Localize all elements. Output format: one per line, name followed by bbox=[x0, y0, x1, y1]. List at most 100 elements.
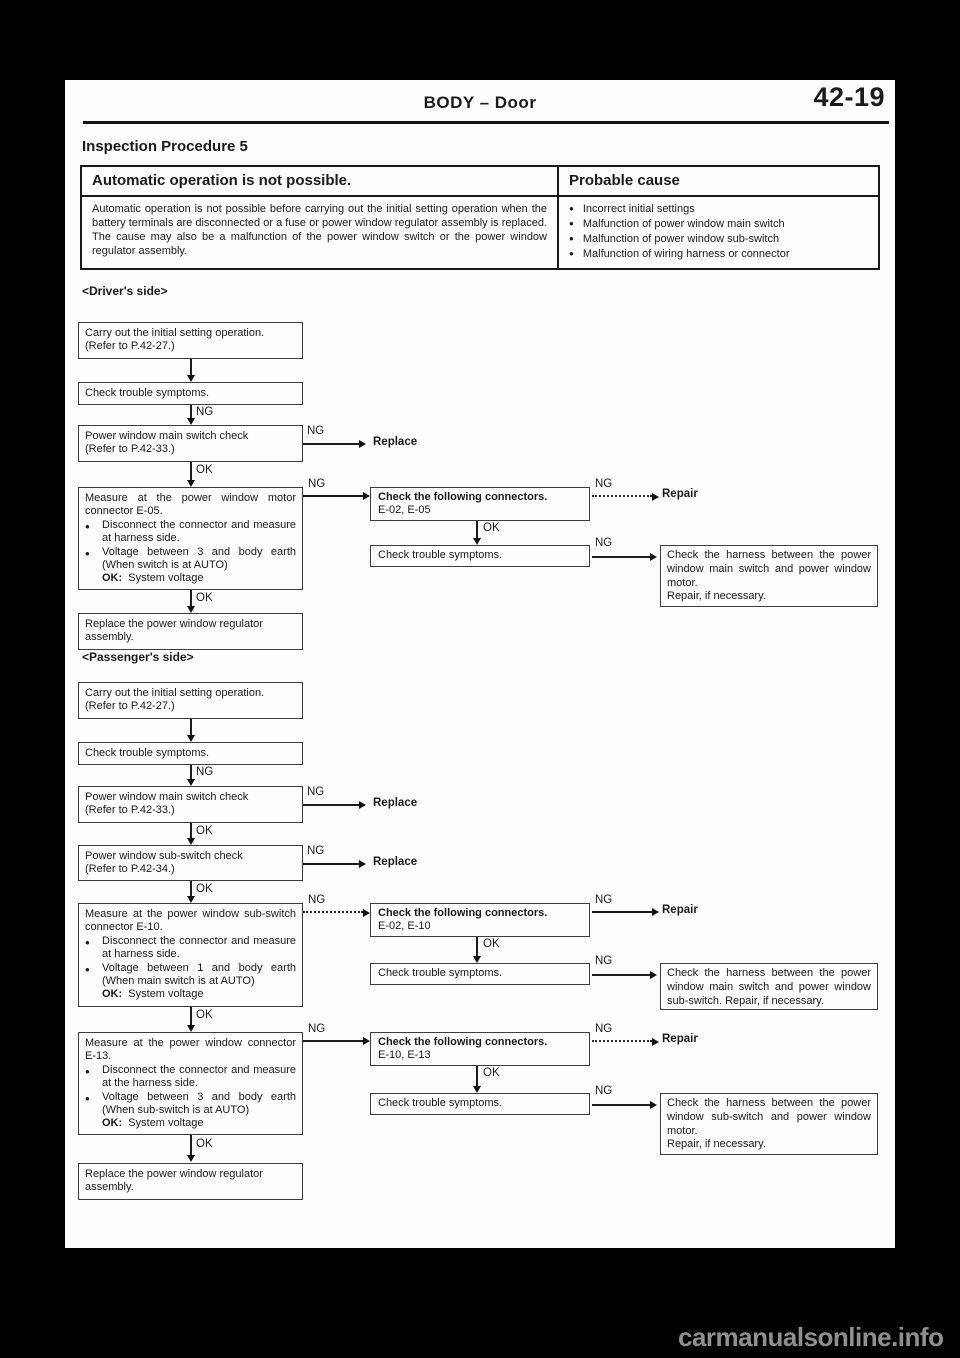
flow-arrow-down bbox=[476, 937, 478, 957]
bullet-icon: ● bbox=[85, 521, 90, 531]
manual-page: BODY – Door 42-19 Inspection Procedure 5… bbox=[65, 80, 895, 1248]
box-title: Measure at the power window connector E-… bbox=[85, 1037, 296, 1063]
box-text: Repair, if necessary. bbox=[667, 590, 766, 603]
ng-label: NG bbox=[307, 786, 325, 798]
ng-label: NG bbox=[308, 894, 326, 906]
ng-label: NG bbox=[196, 766, 214, 778]
flow-arrow-down bbox=[190, 823, 192, 839]
cause-list: ● Incorrect initial settings ● Malfunction… bbox=[559, 197, 878, 268]
box-line: (Refer to P.42-27.) bbox=[85, 700, 175, 713]
flow-arrow-down bbox=[190, 462, 192, 481]
box-text: Repair, if necessary. bbox=[667, 1138, 766, 1151]
repair-label: Repair bbox=[662, 1033, 698, 1045]
flow-arrow-right bbox=[592, 1104, 650, 1106]
flow-box-check-harness: Check the harness between the power wind… bbox=[660, 545, 878, 607]
flow-arrow-down bbox=[190, 881, 192, 897]
ok-label: OK bbox=[483, 522, 500, 534]
cause-text: Malfunction of wiring harness or connect… bbox=[582, 248, 790, 261]
replace-label: Replace bbox=[373, 797, 418, 809]
flow-arrow-right bbox=[592, 974, 650, 976]
flow-arrow-right bbox=[303, 1040, 363, 1042]
symptom-text: Automatic operation is not possible befo… bbox=[82, 197, 559, 269]
flow-box-main-switch-check: Power window main switch check (Refer to… bbox=[78, 786, 303, 823]
flow-box-measure-connector: Measure at the power window connector E-… bbox=[78, 1032, 303, 1135]
ok-label: OK bbox=[196, 464, 213, 476]
passengers-side-label: <Passenger's side> bbox=[82, 650, 194, 664]
box-text: Check the harness between the power wind… bbox=[667, 549, 871, 589]
flow-box-check-connectors: Check the following connectors. E-02, E-… bbox=[370, 903, 590, 937]
flow-box-check-harness: Check the harness between the power wind… bbox=[660, 1093, 878, 1155]
flow-box-check-symptoms: Check trouble symptoms. bbox=[78, 382, 303, 405]
flow-arrow-right bbox=[592, 911, 652, 913]
flow-arrow-right bbox=[592, 556, 650, 558]
bullet-icon: ● bbox=[569, 234, 574, 244]
ng-label: NG bbox=[307, 845, 325, 857]
flow-arrow-right bbox=[303, 443, 359, 445]
ok-label: OK bbox=[196, 592, 213, 604]
box-line: (Refer to P.42-27.) bbox=[85, 340, 175, 353]
flow-box-replace-regulator: Replace the power window regulator assem… bbox=[78, 1163, 303, 1200]
flow-box-replace-regulator: Replace the power window regulator assem… bbox=[78, 613, 303, 650]
flow-arrow-right-dotted bbox=[592, 1040, 652, 1042]
box-ok-line: OK: System voltage bbox=[102, 988, 204, 1001]
flow-arrow-right bbox=[303, 804, 359, 806]
ok-label: OK bbox=[196, 1009, 213, 1021]
box-ok-line: OK: System voltage bbox=[102, 1117, 204, 1130]
box-line: Power window main switch check bbox=[85, 791, 249, 803]
flow-box-check-connectors: Check the following connectors. E-10, E-… bbox=[370, 1032, 590, 1066]
ng-label: NG bbox=[307, 425, 325, 437]
table-body-row: Automatic operation is not possible befo… bbox=[82, 197, 878, 269]
page-title: BODY – Door bbox=[423, 93, 537, 112]
box-bullet: ● Voltage between 3 and body earth (When … bbox=[85, 545, 296, 572]
box-line: (Refer to P.42-34.) bbox=[85, 863, 175, 876]
box-title: Check the following connectors. bbox=[378, 1036, 548, 1048]
bullet-icon: ● bbox=[569, 219, 574, 229]
box-line: Carry out the initial setting operation. bbox=[85, 687, 265, 699]
flow-box-check-symptoms: Check trouble symptoms. bbox=[370, 1093, 590, 1115]
box-bullet: ● Disconnect the connector and measure at… bbox=[85, 518, 296, 545]
box-title: Check the following connectors. bbox=[378, 491, 548, 503]
repair-label: Repair bbox=[662, 488, 698, 500]
connector-list: E-02, E-05 bbox=[378, 504, 431, 517]
bullet-icon: ● bbox=[85, 964, 90, 974]
page-number: 42-19 bbox=[813, 82, 885, 112]
ng-label: NG bbox=[595, 1023, 613, 1035]
box-title: Measure at the power window motor connec… bbox=[85, 492, 296, 518]
flow-arrow-down bbox=[190, 405, 192, 419]
flow-arrow-right bbox=[303, 863, 359, 865]
box-text: Check the harness between the power wind… bbox=[667, 1097, 871, 1137]
ng-label: NG bbox=[595, 1085, 613, 1097]
ng-label: NG bbox=[308, 478, 326, 490]
cause-item: ● Malfunction of power window sub-switch bbox=[569, 232, 870, 246]
flow-arrow-right bbox=[303, 495, 363, 497]
flow-box-check-symptoms: Check trouble symptoms. bbox=[78, 742, 303, 765]
flow-arrow-down bbox=[190, 765, 192, 780]
procedure-title: Inspection Procedure 5 bbox=[82, 138, 248, 155]
ok-label: OK bbox=[483, 938, 500, 950]
table-header-row: Automatic operation is not possible. Pro… bbox=[82, 167, 878, 197]
ok-label: OK bbox=[196, 1138, 213, 1150]
ng-label: NG bbox=[595, 955, 613, 967]
box-bullet: ● Voltage between 3 and body earth (When … bbox=[85, 1090, 296, 1117]
box-bullet: ● Voltage between 1 and body earth (When … bbox=[85, 961, 296, 988]
ng-label: NG bbox=[308, 1023, 326, 1035]
box-title: Check the following connectors. bbox=[378, 907, 548, 919]
watermark: carmanualsonline.info bbox=[678, 1322, 944, 1352]
probable-cause-header: Probable cause bbox=[569, 172, 680, 189]
symptom-header: Automatic operation is not possible. bbox=[82, 167, 559, 195]
flow-box-measure-motor: Measure at the power window motor connec… bbox=[78, 487, 303, 590]
box-bullet: ● Disconnect the connector and measure at… bbox=[85, 934, 296, 961]
repair-label: Repair bbox=[662, 904, 698, 916]
box-line: (Refer to P.42-33.) bbox=[85, 443, 175, 456]
flow-box-main-switch-check: Power window main switch check (Refer to… bbox=[78, 425, 303, 462]
ok-label: OK bbox=[483, 1067, 500, 1079]
cause-item: ● Malfunction of power window main switch bbox=[569, 217, 870, 231]
box-line: Power window main switch check bbox=[85, 430, 249, 442]
ng-label: NG bbox=[595, 894, 613, 906]
bullet-icon: ● bbox=[85, 548, 90, 558]
ok-label: OK bbox=[196, 883, 213, 895]
replace-label: Replace bbox=[373, 436, 418, 448]
flow-arrow-down bbox=[476, 1066, 478, 1087]
drivers-side-label: <Driver's side> bbox=[82, 284, 168, 298]
bullet-icon: ● bbox=[85, 1066, 90, 1076]
